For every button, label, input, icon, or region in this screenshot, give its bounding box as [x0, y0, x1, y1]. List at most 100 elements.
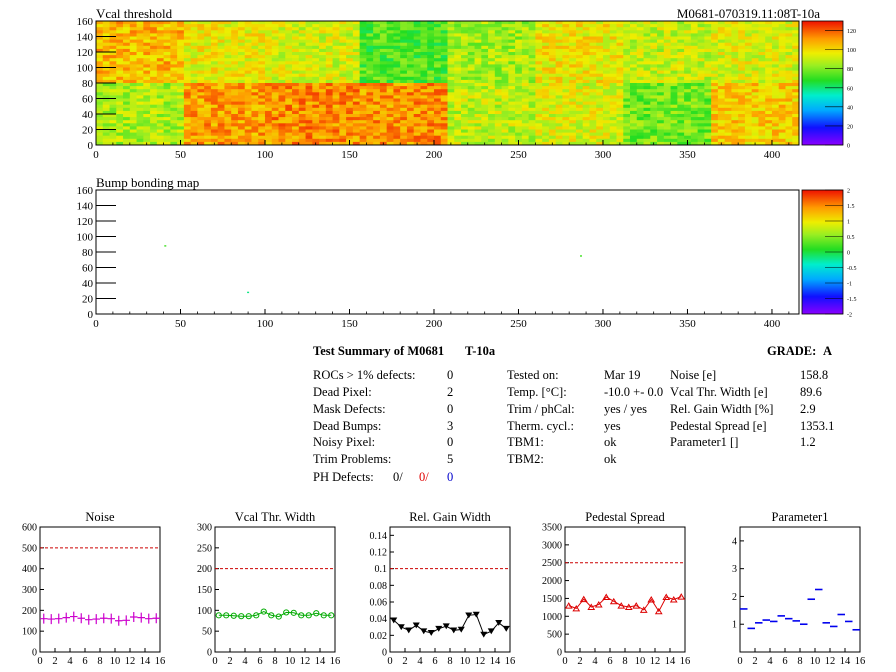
heatmap-cell	[312, 48, 320, 53]
heatmap-cell	[136, 123, 144, 127]
heatmap-cell	[663, 95, 671, 99]
heatmap-cell	[210, 76, 219, 81]
heatmap-cell	[413, 120, 421, 124]
heatmap-cell	[406, 45, 415, 50]
heatmap-cell	[630, 36, 638, 40]
heatmap-cell	[156, 126, 164, 130]
heatmap-cell	[400, 67, 408, 71]
heatmap-cell	[427, 123, 435, 127]
x-tick-label: 100	[257, 318, 274, 330]
heatmap-cell	[312, 58, 320, 62]
heatmap-cell	[461, 141, 469, 146]
heatmap-cell	[454, 42, 462, 47]
heatmap-cell	[630, 86, 638, 90]
heatmap-cell	[569, 61, 577, 65]
heatmap-cell	[616, 24, 624, 28]
heatmap-cell	[792, 95, 800, 99]
heatmap-cell	[555, 126, 563, 130]
heatmap-cell	[237, 24, 246, 28]
x-tick-label: 400	[764, 318, 781, 330]
heatmap-cell	[400, 21, 408, 25]
heatmap-cell	[636, 98, 644, 102]
heatmap-cell	[406, 110, 415, 115]
heatmap-cell	[251, 27, 259, 31]
x-tick-label: 0	[562, 656, 567, 667]
heatmap-cell	[325, 42, 333, 47]
heatmap-cell	[264, 126, 273, 130]
heatmap-cell	[555, 55, 563, 59]
heatmap-cell	[298, 141, 306, 146]
heatmap-cell	[765, 110, 773, 115]
heatmap-cell	[156, 138, 164, 143]
z-tick-label: 1	[847, 220, 850, 226]
heatmap-cell	[271, 48, 279, 53]
heatmap-cell	[771, 21, 780, 25]
heatmap-cell	[264, 48, 273, 53]
heatmap-cell	[602, 101, 611, 106]
heatmap-cell	[670, 132, 678, 137]
heatmap-cell	[501, 76, 509, 81]
heatmap-cell	[386, 117, 394, 121]
heatmap-cell	[217, 114, 225, 118]
heatmap-cell	[292, 55, 300, 59]
heatmap-cell	[528, 114, 536, 118]
heatmap-cell	[325, 104, 333, 109]
heatmap-cell	[136, 70, 144, 75]
heatmap-cell	[393, 42, 401, 47]
heatmap-cell	[123, 135, 131, 140]
heatmap-cell	[521, 104, 530, 109]
heatmap-cell	[379, 92, 388, 96]
heatmap-cell	[96, 42, 104, 47]
heatmap-cell	[217, 55, 225, 59]
heatmap-cell	[143, 30, 151, 34]
heatmap-cell	[528, 104, 536, 109]
heatmap-cell	[298, 70, 306, 75]
heatmap-cell	[224, 101, 232, 106]
heatmap-cell	[339, 101, 347, 106]
heatmap-cell	[684, 21, 692, 25]
data-point	[275, 613, 282, 620]
heatmap-cell	[305, 24, 313, 28]
heatmap-cell	[528, 67, 536, 71]
heatmap-cell	[623, 110, 631, 115]
heatmap-cell	[542, 79, 550, 84]
heatmap-cell	[400, 27, 408, 31]
heatmap-cell	[751, 70, 759, 75]
heatmap-cell	[447, 123, 455, 127]
heatmap-cell	[785, 45, 793, 50]
heatmap-cell	[271, 92, 279, 96]
heatmap-cell	[677, 129, 685, 133]
heatmap-cell	[231, 76, 239, 81]
heatmap-cell	[609, 135, 617, 140]
heatmap-cell	[190, 83, 198, 87]
heatmap-cell	[515, 117, 523, 121]
heatmap-cell	[731, 107, 739, 112]
heatmap-cell	[684, 132, 692, 137]
heatmap-cell	[501, 21, 509, 25]
heatmap-cell	[427, 64, 435, 68]
heatmap-cell	[690, 135, 699, 140]
heatmap-cell	[204, 33, 212, 37]
heatmap-cell	[771, 135, 780, 140]
heatmap-cell	[102, 79, 110, 84]
heatmap-cell	[427, 132, 435, 137]
heatmap-cell	[575, 52, 584, 56]
heatmap-cell	[177, 114, 185, 118]
heatmap-cell	[508, 89, 516, 93]
heatmap-cell	[765, 61, 773, 65]
heatmap-cell	[528, 126, 536, 130]
heatmap-cell	[535, 101, 543, 106]
heatmap-cell	[177, 39, 185, 44]
heatmap-cell	[616, 114, 624, 118]
heatmap-cell	[724, 95, 732, 99]
heatmap-cell	[542, 86, 550, 90]
heatmap-cell	[454, 21, 462, 25]
heatmap-cell	[488, 89, 496, 93]
heatmap-cell	[332, 58, 340, 62]
heatmap-cell	[150, 83, 158, 87]
heatmap-cell	[575, 58, 584, 62]
heatmap-cell	[298, 135, 306, 140]
heatmap-cell	[548, 45, 557, 50]
heatmap-cell	[400, 24, 408, 28]
heatmap-cell	[616, 27, 624, 31]
